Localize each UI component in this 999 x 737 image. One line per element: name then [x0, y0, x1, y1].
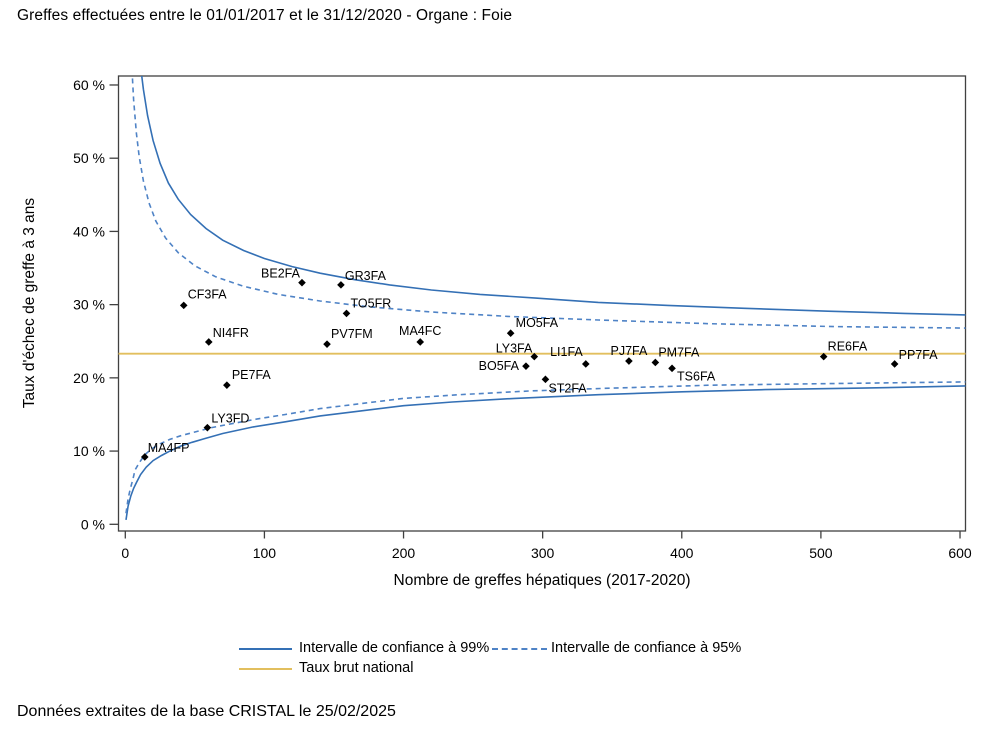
data-point-label-ts6fa: TS6FA: [677, 369, 716, 383]
legend-label-ci95: Intervalle de confiance à 95%: [551, 640, 742, 656]
data-point-re6fa: [819, 352, 828, 361]
y-tick-label: 40 %: [73, 223, 105, 239]
footer-note: Données extraites de la base CRISTAL le …: [17, 703, 396, 720]
data-point-label-re6fa: RE6FA: [828, 340, 868, 354]
data-point-label-ma4fc: MA4FC: [399, 324, 441, 338]
ci95-lower-curve: [125, 381, 966, 514]
chart-title: Greffes effectuées entre le 01/01/2017 e…: [17, 7, 513, 24]
data-point-label-li1fa: LI1FA: [550, 345, 583, 359]
data-point-label-pp7fa: PP7FA: [899, 348, 939, 362]
legend-swatch-ci99: [239, 648, 292, 650]
data-point-pj7fa: [625, 357, 633, 365]
data-point-label-pj7fa: PJ7FA: [611, 344, 648, 358]
data-point-label-cf3fa: CF3FA: [188, 287, 228, 301]
legend-swatch-national: [239, 668, 292, 670]
x-tick-label: 600: [948, 545, 972, 561]
data-point-st2fa: [541, 375, 550, 384]
x-tick-label: 100: [253, 545, 277, 561]
data-point-pe7fa: [223, 381, 231, 389]
data-point-ts6fa: [668, 364, 676, 373]
data-point-to5fr: [342, 309, 351, 318]
data-point-label-ly3fd: LY3FD: [211, 412, 249, 426]
data-point-ni4fr: [204, 338, 213, 346]
x-tick-label: 0: [121, 545, 129, 561]
data-point-pp7fa: [890, 360, 899, 368]
y-tick-label: 20 %: [73, 370, 105, 386]
ci95-upper-curve: [131, 76, 966, 329]
ci99-lower-curve: [125, 385, 966, 521]
data-point-label-ni4fr: NI4FR: [213, 326, 249, 340]
data-point-ly3fd: [203, 423, 212, 432]
data-point-gr3fa: [337, 281, 345, 289]
data-point-be2fa: [298, 278, 306, 287]
x-axis-title: Nombre de greffes hépatiques (2017-2020): [393, 572, 691, 589]
y-tick-label: 0 %: [81, 516, 105, 532]
data-point-pm7fa: [651, 358, 660, 367]
data-point-ma4fp: [140, 453, 149, 461]
data-point-label-pe7fa: PE7FA: [232, 368, 272, 382]
y-tick-label: 50 %: [73, 150, 105, 166]
data-point-ma4fc: [416, 338, 425, 346]
data-point-li1fa: [581, 360, 590, 368]
data-point-label-ma4fp: MA4FP: [148, 441, 190, 455]
data-point-label-pm7fa: PM7FA: [658, 345, 700, 359]
data-point-label-ly3fa: LY3FA: [496, 342, 533, 356]
y-tick-label: 30 %: [73, 297, 105, 313]
legend-swatch-ci95: [492, 648, 547, 650]
data-point-label-gr3fa: GR3FA: [345, 269, 387, 283]
data-point-mo5fa: [506, 329, 515, 337]
x-tick-label: 500: [809, 545, 833, 561]
legend-label-national: Taux brut national: [299, 660, 414, 676]
data-point-label-pv7fm: PV7FM: [331, 327, 373, 341]
data-point-label-to5fr: TO5FR: [351, 296, 392, 310]
x-tick-label: 400: [670, 545, 694, 561]
data-point-pv7fm: [323, 340, 331, 348]
x-tick-label: 200: [392, 545, 416, 561]
data-point-label-st2fa: ST2FA: [548, 381, 587, 395]
data-point-label-mo5fa: MO5FA: [516, 316, 559, 330]
legend-label-ci99: Intervalle de confiance à 99%: [299, 640, 490, 656]
y-tick-label: 10 %: [73, 443, 105, 459]
x-tick-label: 300: [531, 545, 555, 561]
data-point-cf3fa: [179, 301, 188, 310]
data-point-label-be2fa: BE2FA: [261, 267, 301, 281]
data-point-bo5fa: [522, 362, 530, 370]
y-axis-title: Taux d'échec de greffe à 3 ans: [21, 197, 38, 409]
data-point-label-bo5fa: BO5FA: [479, 359, 520, 373]
plot-frame: [117, 75, 967, 532]
data-point-ly3fa: [530, 352, 539, 361]
ci99-upper-curve: [140, 76, 966, 316]
y-tick-label: 60 %: [73, 77, 105, 93]
